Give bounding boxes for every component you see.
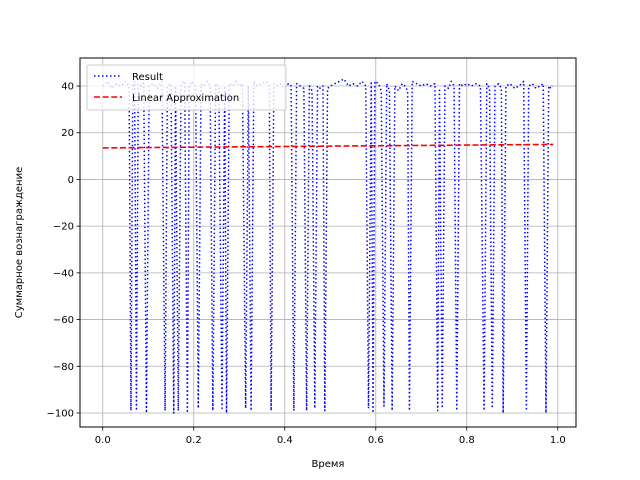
y-tick-label: −20 (53, 222, 74, 233)
series-line-result (102, 78, 553, 414)
y-tick-label: −40 (53, 268, 74, 279)
x-tick-label: 0.4 (277, 435, 293, 446)
x-axis-label: Время (312, 459, 345, 470)
axes-frame (79, 57, 577, 428)
legend-box (86, 64, 287, 111)
y-tick-label: −60 (53, 315, 74, 326)
y-tick-label: −80 (53, 362, 74, 373)
legend-label-result: Result (132, 72, 163, 83)
y-tick-label: −100 (47, 408, 74, 419)
y-axis-label: Суммарное вознаграждение (14, 167, 25, 318)
y-tick-label: 20 (61, 128, 74, 139)
legend-label-linear-approximation: Linear Approximation (132, 93, 239, 104)
series-line-linear-approximation (102, 143, 554, 149)
x-tick-label: 1.0 (550, 435, 566, 446)
y-tick-label: 0 (68, 175, 74, 186)
x-tick-label: 0.8 (459, 435, 475, 446)
x-tick-label: 0.6 (368, 435, 384, 446)
x-tick-label: 0.0 (95, 435, 111, 446)
x-tick-label: 0.2 (186, 435, 202, 446)
legend: Result Linear Approximation (86, 64, 287, 111)
y-tick-label: 40 (61, 82, 74, 93)
series-layer (102, 78, 554, 414)
ticks: 0.0 0.2 0.4 0.6 0.8 1.0 −100 −80 −60 −40 −20 0 20 40 (47, 82, 566, 446)
